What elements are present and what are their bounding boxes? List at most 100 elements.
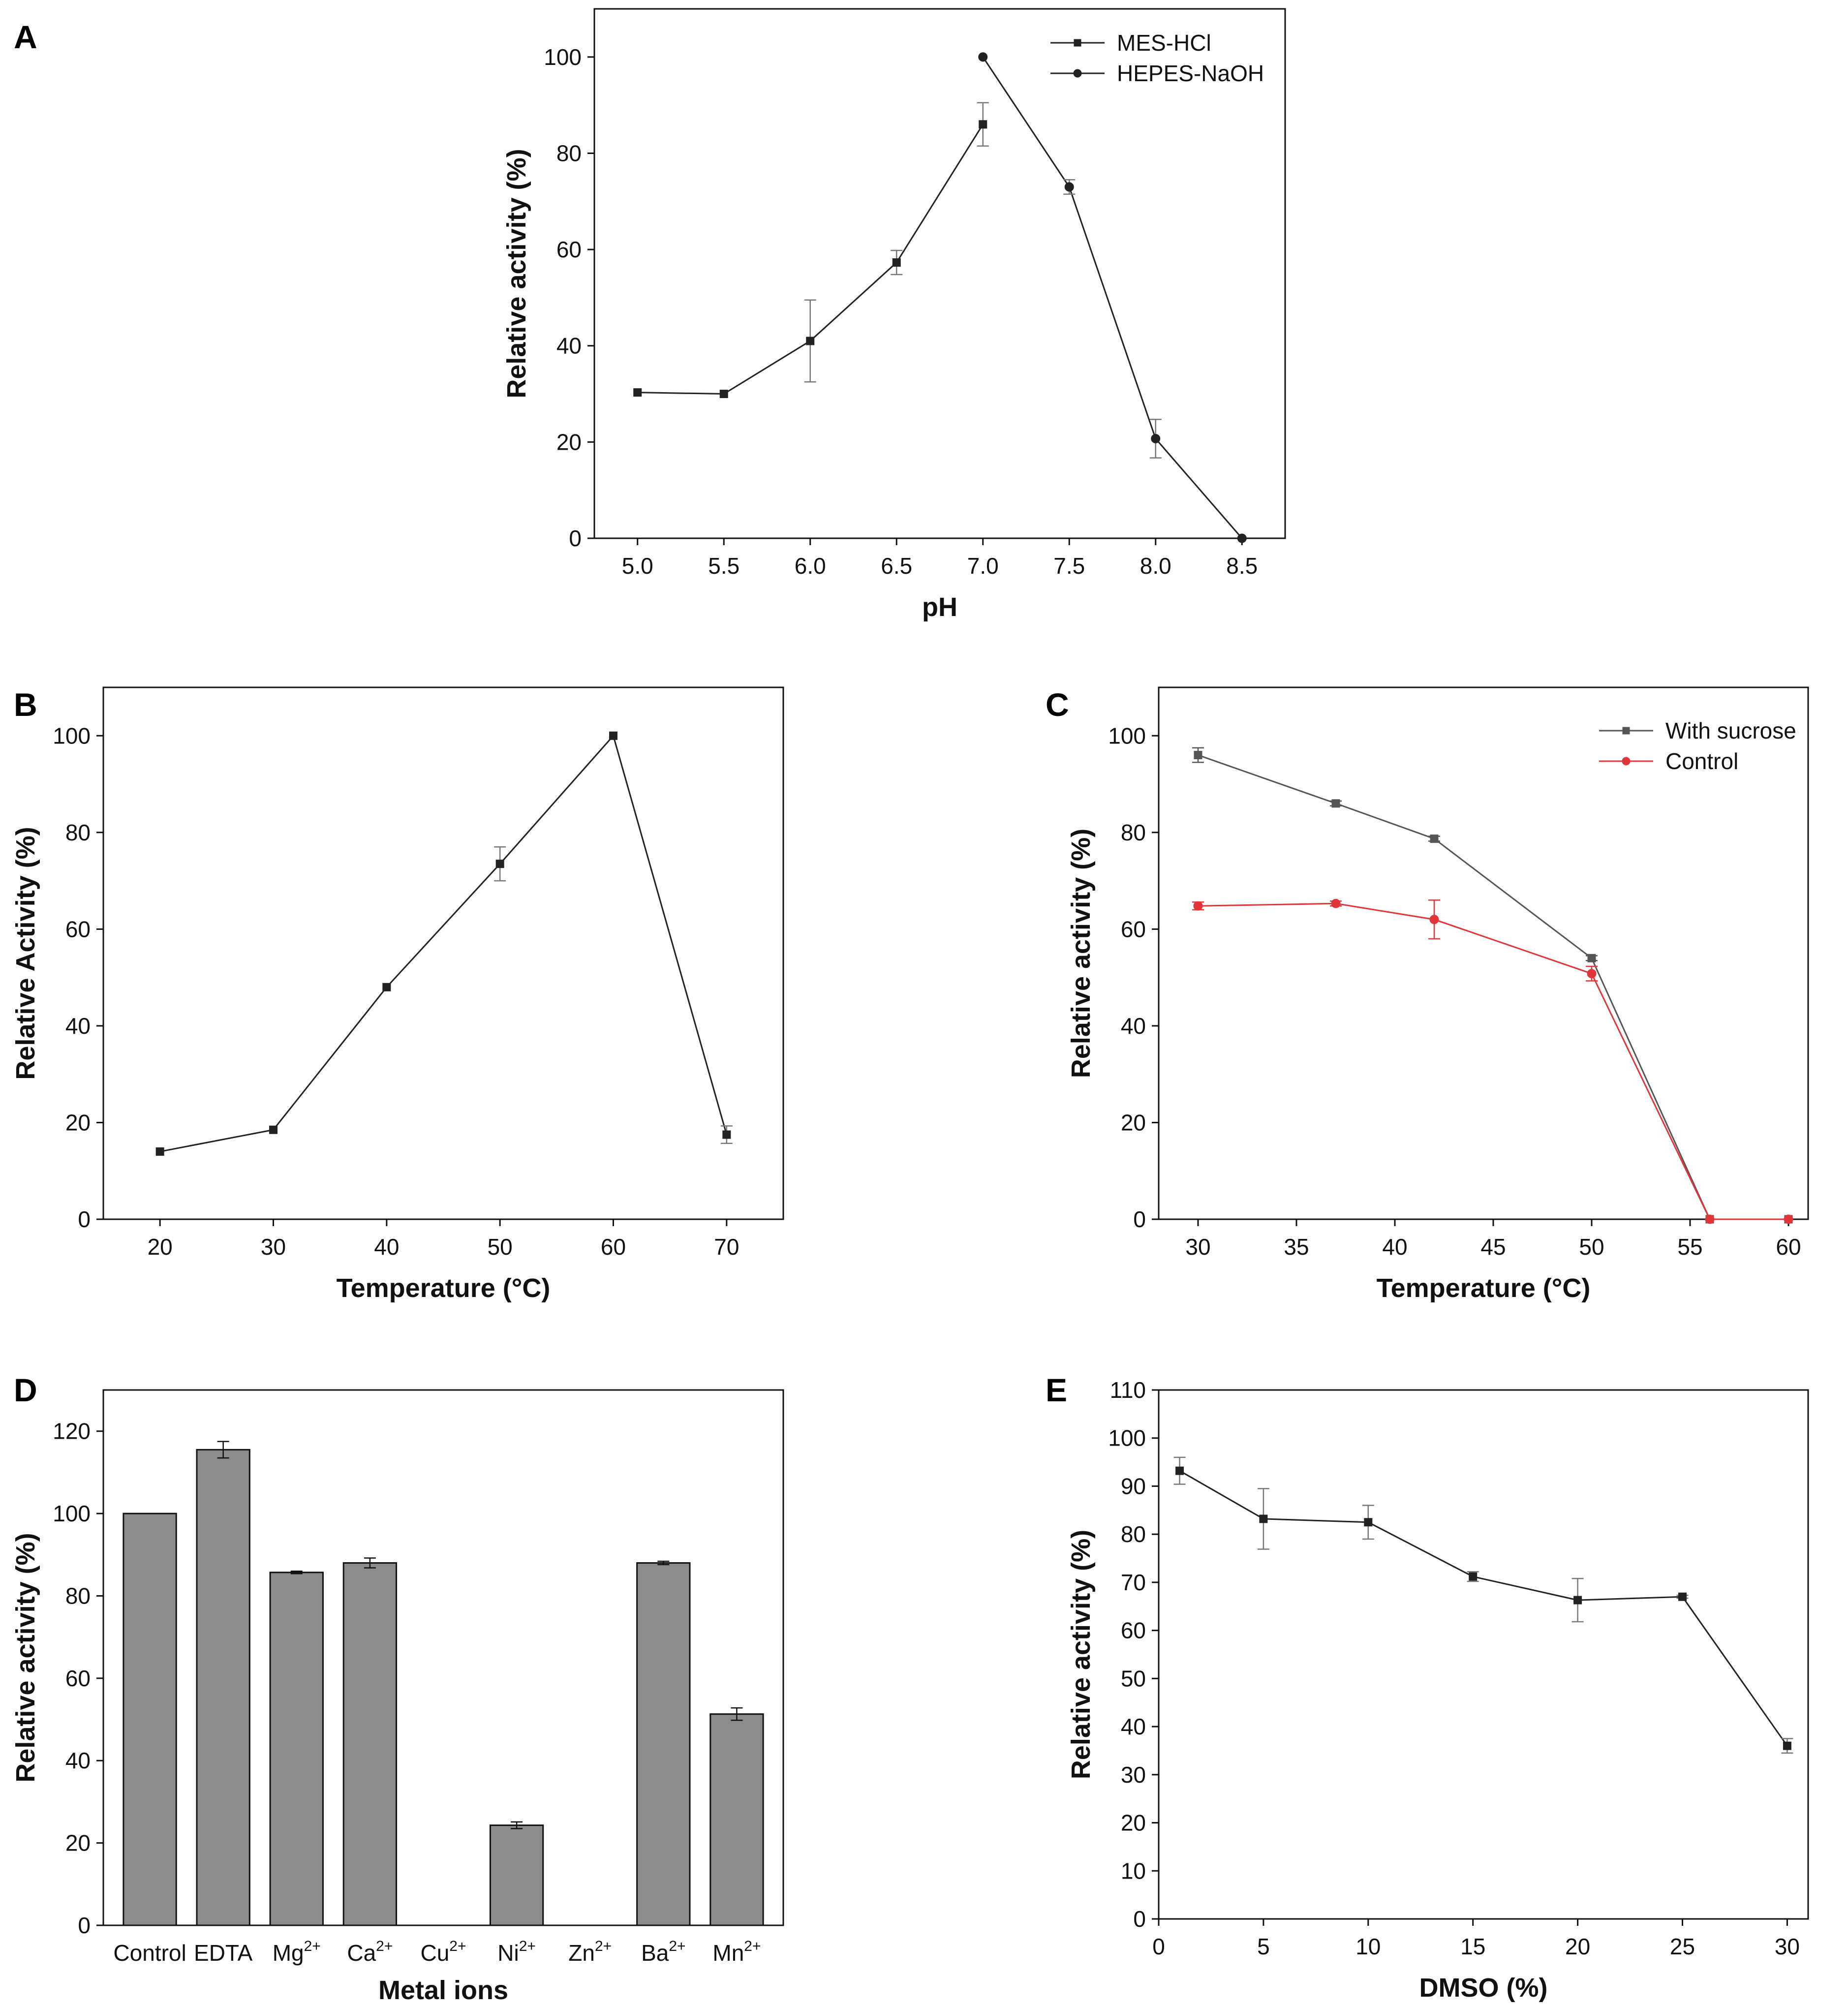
y-tick-label-E: 10 (1121, 1858, 1146, 1883)
y-tick-label-D: 100 (53, 1501, 91, 1526)
y-tick-label-C: 100 (1108, 723, 1146, 748)
data-point-E (1469, 1572, 1478, 1581)
data-point-A (892, 258, 901, 267)
x-tick-label-E: 20 (1565, 1934, 1590, 1959)
bar-ni (489, 1824, 544, 1926)
y-tick-label-E: 70 (1121, 1570, 1146, 1595)
y-tick-label-C: 80 (1121, 820, 1146, 845)
x-tick-label-A: 6.0 (795, 553, 826, 579)
x-tick-label-B: 60 (601, 1234, 626, 1260)
data-point-A (1151, 434, 1161, 444)
data-point-C (1331, 799, 1340, 808)
y-tick-label-A: 20 (556, 429, 582, 455)
x-tick-label-cu: Cu2+ (420, 1938, 466, 1966)
y-tick-label-E: 20 (1121, 1810, 1146, 1836)
data-point-A (633, 388, 642, 397)
panel-letter-b: B (14, 686, 37, 723)
legend-label-C-1: Control (1665, 748, 1738, 774)
x-tick-label-E: 0 (1152, 1934, 1165, 1959)
y-tick-label-E: 60 (1121, 1618, 1146, 1643)
y-tick-label-B: 20 (65, 1110, 91, 1135)
y-axis-title-A: Relative activity (%) (502, 149, 531, 398)
data-point-E (1573, 1596, 1582, 1605)
x-tick-label-C: 45 (1480, 1234, 1506, 1260)
x-tick-label-C: 55 (1677, 1234, 1702, 1260)
plot-frame-C (1158, 686, 1809, 1220)
y-tick-label-B: 60 (65, 916, 91, 942)
y-tick-label-C: 0 (1133, 1206, 1146, 1232)
bar-ba (636, 1562, 691, 1926)
data-point-C (1430, 834, 1439, 843)
data-point-C (1331, 898, 1341, 908)
x-tick-label-E: 10 (1355, 1934, 1381, 1959)
x-tick-label-E: 5 (1257, 1934, 1270, 1959)
x-tick-label-C: 50 (1579, 1234, 1604, 1260)
legend-label-A-1: HEPES-NaOH (1117, 61, 1264, 86)
x-tick-label-edta: EDTA (194, 1940, 253, 1966)
data-point-E (1678, 1592, 1687, 1601)
data-point-E (1364, 1518, 1373, 1527)
data-point-C (1194, 751, 1202, 760)
panel-c: C 0 20 40 60 80 100 Relative activity (%) 30 35 4… (1046, 686, 1809, 1303)
x-tick-label-C: 40 (1382, 1234, 1407, 1260)
x-tick-label-ni: Ni2+ (497, 1938, 536, 1966)
x-tick-label-mn: Mn2+ (712, 1938, 761, 1966)
x-tick-label-A: 6.5 (881, 553, 912, 579)
series-line-C-1 (1198, 902, 1788, 1220)
y-tick-label-E: 110 (1110, 1377, 1146, 1403)
y-tick-label-E: 100 (1108, 1425, 1146, 1451)
y-tick-label-B: 40 (65, 1013, 91, 1039)
bar-ca (342, 1562, 398, 1926)
x-axis-title-B: Temperature (°C) (337, 1273, 551, 1303)
data-point-legend-A (1073, 69, 1082, 78)
x-tick-label-mg: Mg2+ (273, 1938, 321, 1966)
y-tick-label-E: 40 (1121, 1714, 1146, 1739)
data-point-B (609, 731, 617, 740)
x-tick-label-B: 50 (488, 1234, 513, 1260)
x-tick-label-A: 8.5 (1226, 553, 1258, 579)
data-point-C (1587, 954, 1596, 962)
data-point-A (1064, 182, 1074, 192)
data-point-A (806, 337, 815, 345)
x-tick-label-ca: Ca2+ (347, 1938, 393, 1966)
x-tick-label-E: 15 (1460, 1934, 1485, 1959)
x-tick-label-zn: Zn2+ (568, 1938, 612, 1966)
plot-frame-D (102, 1389, 784, 1926)
y-tick-label-E: 80 (1121, 1521, 1146, 1547)
y-tick-label-C: 40 (1121, 1013, 1146, 1039)
y-axis-title-C: Relative activity (%) (1066, 829, 1096, 1078)
plot-frame-B (102, 686, 784, 1220)
data-point-E (1259, 1514, 1268, 1523)
bar-control (123, 1513, 177, 1926)
x-axis-title-A: pH (922, 592, 957, 622)
legend-label-C-0: With sucrose (1665, 718, 1796, 743)
x-tick-label-A: 8.0 (1140, 553, 1171, 579)
x-tick-label-B: 40 (374, 1234, 399, 1260)
data-point-B (269, 1125, 277, 1134)
y-tick-label-B: 80 (65, 820, 91, 845)
data-point-C (1587, 969, 1597, 979)
x-tick-label-C: 60 (1776, 1234, 1801, 1260)
x-tick-label-A: 5.0 (622, 553, 653, 579)
x-tick-label-E: 25 (1670, 1934, 1695, 1959)
data-point-B (155, 1147, 164, 1156)
x-tick-label-control: Control (113, 1940, 186, 1966)
plot-frame-A (593, 8, 1286, 539)
x-tick-label-C: 30 (1185, 1234, 1210, 1260)
x-tick-label-A: 5.5 (708, 553, 739, 579)
bar-mg (269, 1572, 324, 1926)
data-point-A (719, 390, 728, 399)
y-tick-label-C: 20 (1121, 1110, 1146, 1135)
data-point-C (1429, 915, 1439, 925)
legend-label-A-0: MES-HCl (1117, 30, 1211, 56)
data-point-C (1193, 901, 1203, 911)
data-point-B (495, 860, 504, 868)
panel-letter-d: D (14, 1372, 37, 1408)
y-axis-title-D: Relative activity (%) (11, 1533, 40, 1782)
panel-a: A 0 20 40 60 80 100 Relative activity (%) 5.0 5.… (14, 8, 1286, 622)
plot-frame-E (1158, 1389, 1809, 1920)
y-tick-label-D: 20 (65, 1830, 91, 1856)
x-axis-title-E: DMSO (%) (1419, 1973, 1548, 2003)
x-tick-label-A: 7.0 (967, 553, 999, 579)
